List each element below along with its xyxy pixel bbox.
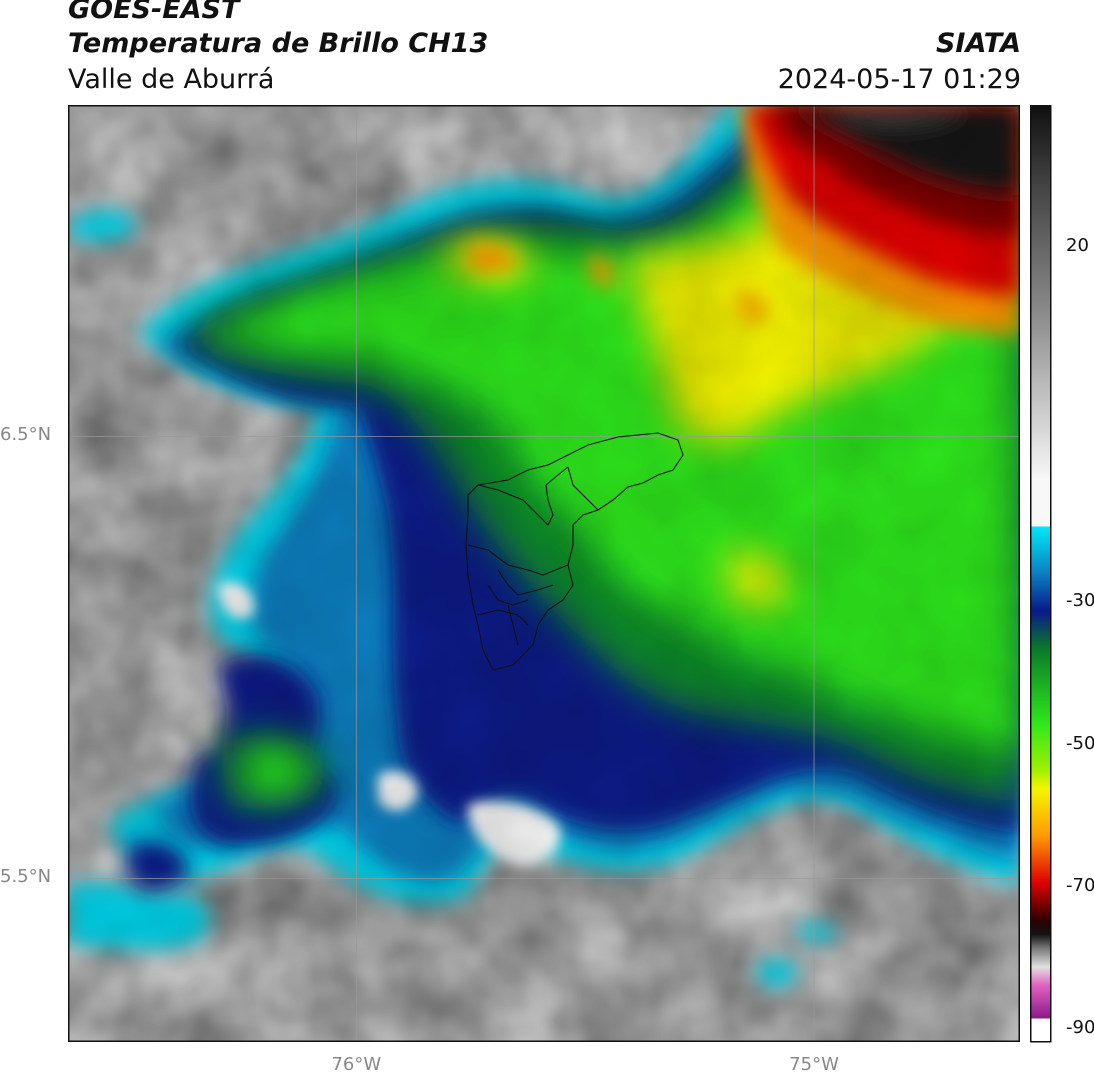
product-title: Temperatura de Brillo CH13 xyxy=(68,28,489,59)
longitude-tick-label: 75°W xyxy=(789,1054,839,1075)
region-subtitle: Valle de Aburrá xyxy=(68,64,275,95)
organization-label: SIATA xyxy=(935,28,1021,59)
colorbar-tick-label: -50 xyxy=(1066,732,1094,754)
latitude-tick-label: 5.5°N xyxy=(0,866,52,888)
timestamp-label: 2024-05-17 01:29 xyxy=(777,64,1021,95)
satellite-title: GOES-EAST xyxy=(68,0,240,25)
colorbar-tick-label: -70 xyxy=(1066,874,1094,896)
longitude-tick-label: 76°W xyxy=(331,1054,382,1075)
graticule-grid xyxy=(68,105,1020,1042)
map-frame xyxy=(68,105,1020,1042)
colorbar-tick-label: 20 xyxy=(1066,235,1089,257)
latitude-tick-label: 6.5°N xyxy=(0,424,52,446)
colorbar-tick-label: -30 xyxy=(1066,590,1094,612)
colorbar-tick-label: -90 xyxy=(1066,1016,1094,1038)
valle-de-aburra-boundaries xyxy=(465,432,684,671)
temperature-colorbar xyxy=(1030,105,1052,1043)
brightness-temperature-map xyxy=(68,105,1020,1042)
